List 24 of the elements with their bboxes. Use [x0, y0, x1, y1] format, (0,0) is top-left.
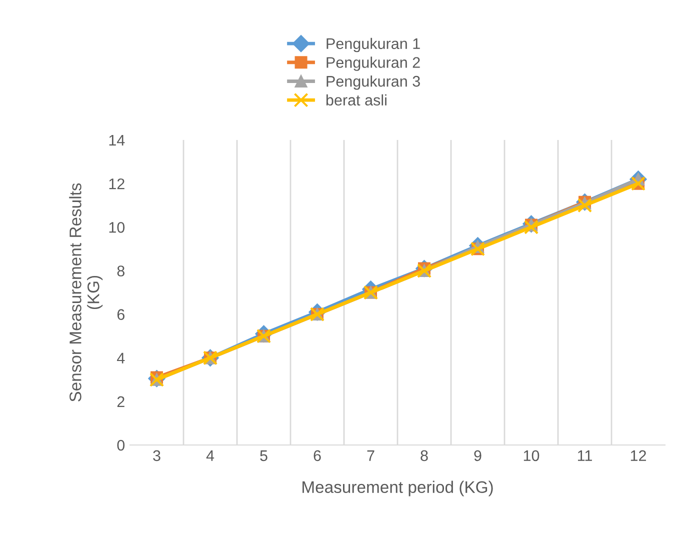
x-tick-label: 12: [630, 450, 646, 461]
x-tick-label: 7: [367, 450, 374, 461]
legend-label: Pengukuran 3: [326, 76, 420, 90]
legend-label: Pengukuran 1: [326, 38, 420, 52]
y-tick-label: 2: [117, 396, 124, 407]
x-tick-label: 6: [314, 450, 321, 462]
y-tick-label: 6: [117, 309, 124, 320]
legend-label: berat asli: [326, 94, 386, 106]
y-tick-label: 4: [116, 352, 125, 364]
x-tick-label: 5: [260, 450, 268, 462]
y-tick-label: 0: [117, 440, 125, 451]
legend-label: Pengukuran 2: [326, 56, 420, 71]
y-tick-label: 10: [109, 222, 125, 233]
x-tick-label: 11: [578, 450, 592, 461]
y-tick-label: 8: [117, 266, 124, 276]
x-axis-title: Measurement period (KG): [302, 480, 493, 496]
x-tick-label: 8: [420, 450, 428, 462]
x-tick-label: 4: [206, 450, 214, 461]
y-tick-label: 12: [109, 178, 124, 190]
x-tick-label: 9: [474, 450, 482, 462]
y-axis-title: Sensor Measurement Results (KG): [69, 183, 103, 402]
x-tick-label: 10: [524, 450, 540, 462]
y-tick-label: 14: [109, 135, 125, 146]
x-tick-label: 3: [153, 450, 160, 462]
